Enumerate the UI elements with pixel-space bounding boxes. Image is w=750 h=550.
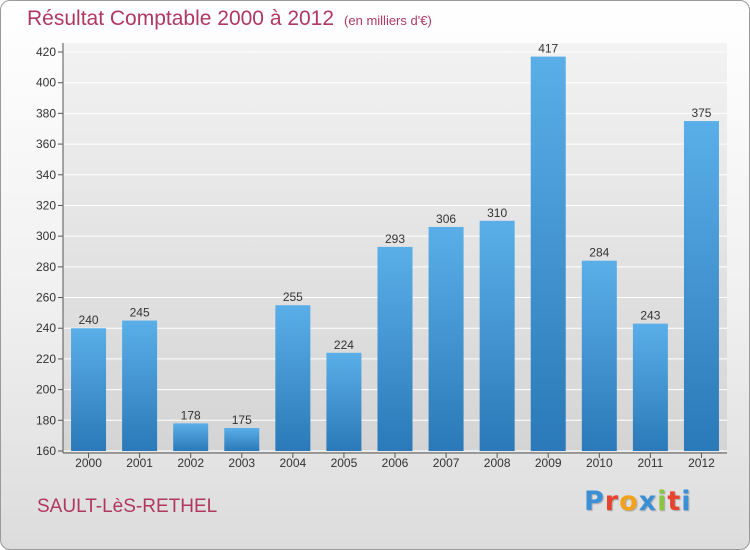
bar-value-label: 417 bbox=[538, 42, 558, 56]
bar-2010 bbox=[581, 260, 617, 451]
logo-letter: P bbox=[584, 486, 605, 517]
chart-title: Résultat Comptable 2000 à 2012 (en millie… bbox=[27, 7, 432, 31]
y-tick: 360 bbox=[36, 137, 63, 151]
y-tick-label: 260 bbox=[36, 291, 56, 305]
bar-value-label: 243 bbox=[640, 309, 660, 323]
y-tick-label: 220 bbox=[36, 352, 56, 366]
y-tick: 320 bbox=[36, 198, 63, 212]
x-tick-label: 2004 bbox=[279, 456, 306, 470]
bar-2001 bbox=[122, 320, 158, 451]
y-tick-label: 420 bbox=[36, 45, 56, 59]
x-tick-label: 2007 bbox=[433, 456, 460, 470]
y-tick-label: 320 bbox=[36, 198, 56, 212]
y-tick: 220 bbox=[36, 352, 63, 366]
bar-2011 bbox=[632, 323, 668, 451]
bar-2009 bbox=[530, 56, 566, 451]
y-tick-label: 240 bbox=[36, 321, 56, 335]
bar-value-label: 175 bbox=[232, 413, 252, 427]
bar-labels: 240 245 178 175 255 224 293 306 310 417 284 243 375 bbox=[79, 42, 712, 427]
proxiti-logo: Proxiti bbox=[584, 486, 692, 517]
bar-2007 bbox=[428, 226, 464, 451]
x-tick-label: 2005 bbox=[331, 456, 358, 470]
bars bbox=[71, 56, 719, 452]
y-tick: 280 bbox=[36, 260, 63, 274]
x-tick-label: 2000 bbox=[75, 456, 102, 470]
y-tick: 240 bbox=[36, 321, 63, 335]
y-tick: 260 bbox=[36, 291, 63, 305]
commune-name: SAULT-LèS-RETHEL bbox=[37, 496, 218, 517]
y-tick: 180 bbox=[36, 413, 63, 427]
x-tick-label: 2012 bbox=[688, 456, 715, 470]
bar-value-label: 293 bbox=[385, 232, 405, 246]
bar-value-label: 178 bbox=[181, 408, 201, 422]
logo-letter: o bbox=[619, 486, 639, 517]
y-tick-label: 360 bbox=[36, 137, 56, 151]
y-tick-label: 340 bbox=[36, 168, 56, 182]
bar-2006 bbox=[377, 246, 413, 451]
y-tick: 300 bbox=[36, 229, 63, 243]
bar-2008 bbox=[479, 220, 515, 451]
logo-letter: i bbox=[657, 486, 668, 517]
y-tick-label: 400 bbox=[36, 76, 56, 90]
y-tick: 340 bbox=[36, 168, 63, 182]
y-tick-label: 300 bbox=[36, 229, 56, 243]
y-tick: 400 bbox=[36, 76, 63, 90]
y-tick-label: 280 bbox=[36, 260, 56, 274]
y-axis: 160 180 200 220 240 260 280 300 320 340 360 380 400 4… bbox=[36, 43, 64, 458]
bar-value-label: 284 bbox=[589, 246, 609, 260]
bar-2000 bbox=[71, 328, 107, 451]
logo-letter: t bbox=[667, 486, 682, 517]
bar-value-label: 306 bbox=[436, 212, 456, 226]
bar-value-label: 310 bbox=[487, 206, 507, 220]
logo-letter: i bbox=[681, 486, 692, 517]
bar-2004 bbox=[275, 305, 311, 451]
bar-value-label: 240 bbox=[79, 313, 99, 327]
chart-title-text: Résultat Comptable 2000 à 2012 bbox=[27, 7, 335, 30]
bar-value-label: 375 bbox=[691, 106, 711, 120]
x-tick-label: 2001 bbox=[126, 456, 153, 470]
bar-value-label: 224 bbox=[334, 338, 354, 352]
x-tick-label: 2008 bbox=[484, 456, 511, 470]
y-tick-label: 160 bbox=[36, 444, 56, 458]
bar-value-label: 245 bbox=[130, 306, 150, 320]
bar-value-label: 255 bbox=[283, 290, 303, 304]
y-tick-label: 180 bbox=[36, 413, 56, 427]
bar-2003 bbox=[224, 427, 260, 451]
y-tick-label: 200 bbox=[36, 383, 56, 397]
chart-subtitle: (en milliers d'€) bbox=[344, 13, 432, 28]
bar-2012 bbox=[683, 121, 719, 452]
logo-letter: r bbox=[604, 486, 620, 517]
logo-letter: x bbox=[638, 486, 658, 517]
y-tick: 160 bbox=[36, 444, 63, 458]
x-tick-label: 2010 bbox=[586, 456, 613, 470]
x-tick-label: 2011 bbox=[637, 456, 663, 470]
x-tick-label: 2009 bbox=[535, 456, 562, 470]
bar-2002 bbox=[173, 423, 209, 451]
y-tick: 200 bbox=[36, 383, 63, 397]
x-tick-label: 2003 bbox=[228, 456, 255, 470]
y-tick: 420 bbox=[36, 45, 63, 59]
y-tick: 380 bbox=[36, 106, 63, 120]
bar-2005 bbox=[326, 352, 362, 451]
x-tick-label: 2002 bbox=[177, 456, 204, 470]
x-axis: 2000 2001 2002 2003 2004 2005 2006 2007 2008 2009… bbox=[63, 452, 727, 470]
y-tick-label: 380 bbox=[36, 106, 56, 120]
x-tick-label: 2006 bbox=[382, 456, 409, 470]
